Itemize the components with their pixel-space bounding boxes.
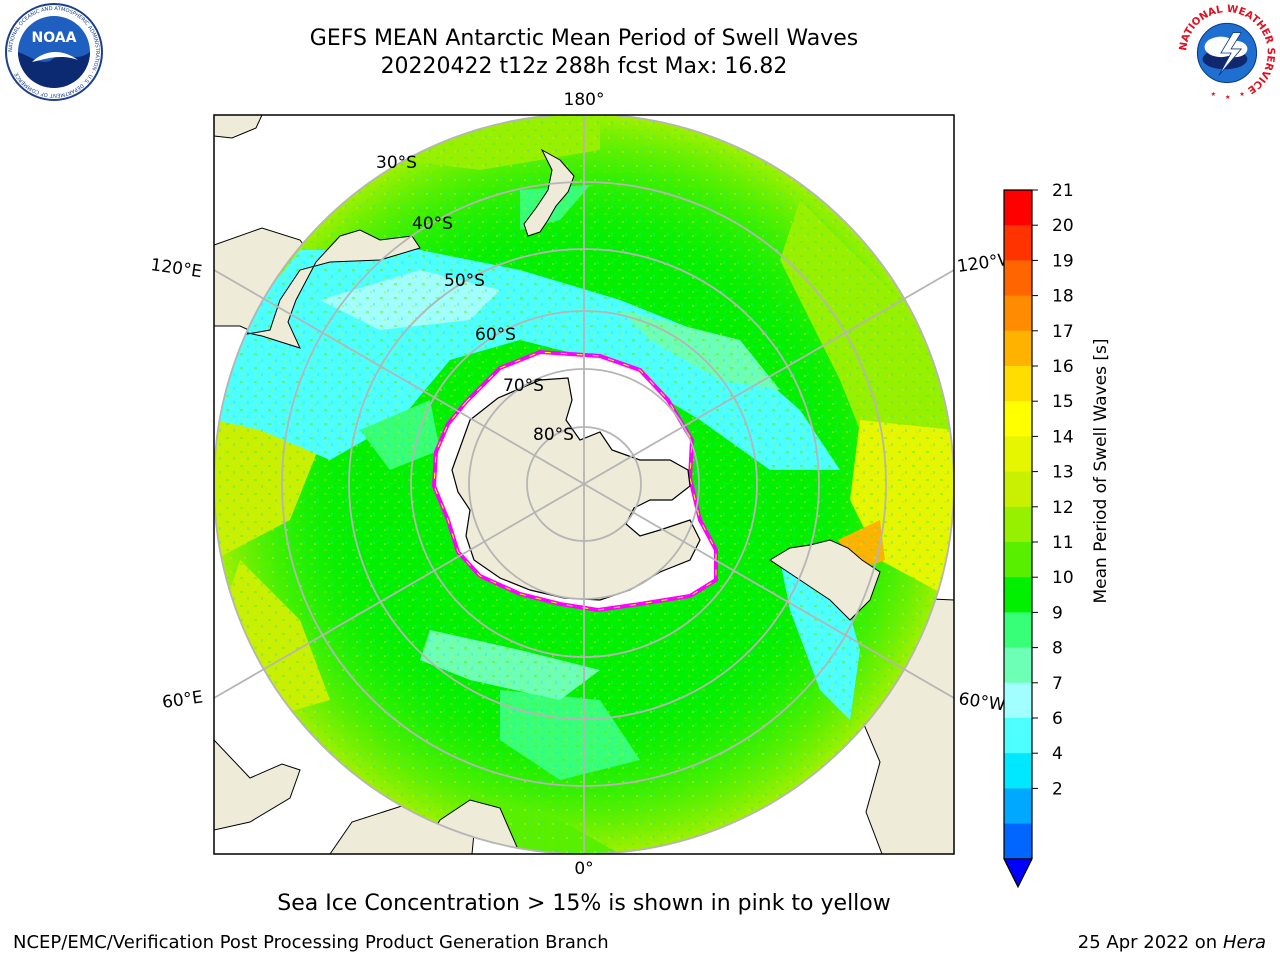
colorbar-tick-label: 11 — [1052, 533, 1074, 553]
colorbar-tick-label: 19 — [1052, 251, 1074, 271]
footer-host: Hera — [1222, 932, 1266, 953]
colorbar-tick-label: 10 — [1052, 568, 1074, 588]
colorbar-extend-arrow — [1003, 858, 1033, 888]
footer-credit: NCEP/EMC/Verification Post Processing Pr… — [13, 932, 609, 953]
colorbar-segment — [1004, 823, 1032, 860]
lon-label-180: 180° — [564, 90, 605, 110]
colorbar-tick-label: 9 — [1052, 603, 1063, 623]
colorbar-segment — [1004, 436, 1032, 473]
colorbar-segment — [1004, 718, 1032, 754]
colorbar-tick-label: 21 — [1052, 181, 1074, 201]
nws-logo: NATIONAL WEATHER SERVICE ★ ★ ★ — [1178, 4, 1276, 102]
colorbar-segment — [1004, 401, 1032, 437]
colorbar-segment — [1004, 682, 1032, 719]
sea-ice-caption: Sea Ice Concentration > 15% is shown in … — [277, 891, 891, 916]
colorbar-tick-label: 20 — [1052, 216, 1074, 236]
lat-label-50s: 50°S — [444, 271, 485, 291]
colorbar-segment — [1004, 788, 1032, 825]
graticule — [214, 115, 954, 854]
lon-label-60e: 60°E — [161, 687, 204, 712]
lat-label-80s: 80°S — [533, 425, 574, 445]
colorbar-outline — [1003, 189, 1033, 889]
colorbar-segment — [1004, 295, 1032, 332]
lat-label-40s: 40°S — [412, 214, 453, 234]
colorbar-segment — [1004, 506, 1032, 543]
colorbar-tick-label: 6 — [1052, 709, 1063, 729]
new-zealand-land — [523, 148, 575, 237]
colorbar-tick-label: 2 — [1052, 779, 1063, 799]
colorbar-segment — [1004, 366, 1032, 402]
colorbar-segment — [1004, 471, 1032, 508]
colorbar-segment — [1004, 190, 1032, 226]
colorbar: 21 20 19 18 17 16 15 14 13 12 11 10 9 8 7 6 4 2 — [1003, 181, 1074, 889]
colorbar-label: Mean Period of Swell Waves [s] — [1091, 339, 1111, 604]
colorbar-segment — [1004, 225, 1032, 261]
map-subtitle: 20220422 t12z 288h fcst Max: 16.82 — [380, 54, 788, 79]
map-border — [213, 114, 955, 855]
colorbar-segment — [1004, 753, 1032, 789]
svg-text:★: ★ — [1211, 91, 1217, 98]
lon-label-0: 0° — [574, 859, 593, 879]
map-frame-content — [214, 115, 954, 854]
lon-label-60w: 60°W — [957, 689, 1006, 715]
colorbar-tick-label: 18 — [1052, 287, 1074, 307]
colorbar-segment — [1004, 260, 1032, 297]
colorbar-segment — [1004, 612, 1032, 649]
colorbar-tick-label: 16 — [1052, 357, 1074, 377]
svg-text:★: ★ — [1225, 94, 1231, 101]
colorbar-segment — [1004, 647, 1032, 684]
colorbar-tick-label: 17 — [1052, 322, 1074, 342]
colorbar-tick-label: 12 — [1052, 498, 1074, 518]
noaa-logo: NOAA NATIONAL OCEANIC AND ATMOSPHERIC AD… — [5, 3, 103, 101]
colorbar-segment — [1004, 542, 1032, 578]
colorbar-tick-label: 15 — [1052, 392, 1074, 412]
colorbar-tick-label: 7 — [1052, 674, 1063, 694]
footer-date-text: 25 Apr 2022 on — [1077, 932, 1223, 953]
noaa-logo-text: NOAA — [32, 30, 77, 46]
colorbar-segment — [1004, 330, 1032, 367]
colorbar-tick-label: 4 — [1052, 744, 1063, 764]
colorbar-tick-label: 8 — [1052, 639, 1063, 659]
svg-text:★: ★ — [1239, 91, 1245, 98]
map-title: GEFS MEAN Antarctic Mean Period of Swell… — [309, 26, 859, 51]
colorbar-segment — [1004, 577, 1032, 613]
lon-label-120e: 120°E — [149, 255, 203, 282]
lat-label-70s: 70°S — [503, 376, 544, 396]
lat-label-30s: 30°S — [376, 153, 417, 173]
lat-label-60s: 60°S — [475, 325, 516, 345]
colorbar-tick-label: 13 — [1052, 463, 1074, 483]
footer-date: 25 Apr 2022 on Hera — [1078, 932, 1266, 953]
colorbar-tick-label: 14 — [1052, 427, 1074, 447]
